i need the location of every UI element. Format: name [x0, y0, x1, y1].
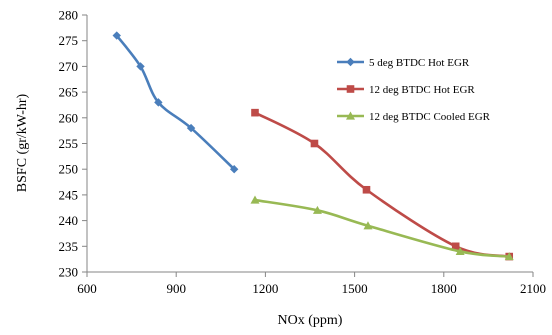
legend-label: 12 deg BTDC Hot EGR: [369, 84, 475, 96]
data-point: [310, 139, 319, 148]
y-tick-label: 255: [59, 136, 79, 151]
data-point: [251, 108, 259, 117]
legend-item: 5 deg BTDC Hot EGR: [337, 57, 470, 69]
legend-label: 5 deg BTDC Hot EGR: [369, 57, 470, 69]
data-point: [136, 62, 145, 71]
y-tick-label: 250: [59, 162, 79, 177]
legend-item: 12 deg BTDC Cooled EGR: [337, 111, 491, 123]
x-tick-label: 1800: [431, 281, 457, 296]
y-axis-ticks: 230 235 240 245 250 255 260 265 270 275 280: [59, 8, 87, 280]
y-tick-label: 280: [59, 8, 79, 23]
legend-marker: [346, 85, 355, 93]
data-point: [112, 31, 121, 40]
data-point: [363, 221, 373, 230]
y-tick-label: 230: [59, 265, 79, 280]
y-tick-label: 235: [59, 239, 79, 254]
legend-label: 12 deg BTDC Cooled EGR: [369, 111, 491, 123]
legend-marker: [346, 57, 355, 67]
y-tick-label: 270: [59, 59, 79, 74]
legend-item: 12 deg BTDC Hot EGR: [337, 84, 475, 96]
x-axis-ticks: 600 900 1200 1500 1800 2100: [77, 272, 546, 296]
series-line: [115, 34, 236, 171]
data-point: [154, 98, 163, 107]
x-tick-label: 2100: [520, 281, 546, 296]
data-point: [504, 252, 514, 261]
data-point: [362, 185, 371, 194]
series-3: [250, 195, 514, 261]
y-tick-label: 260: [59, 110, 79, 125]
x-tick-label: 1200: [252, 281, 278, 296]
data-point: [312, 205, 322, 214]
data-point: [451, 242, 460, 251]
data-point: [455, 246, 465, 256]
plot-area: 600 900 1200 1500 1800 2100 230 235 240 245 250 25…: [59, 8, 547, 297]
series-line: [253, 198, 511, 258]
series-line: [253, 111, 511, 258]
x-tick-label: 600: [77, 281, 97, 296]
y-axis-label: BSFC (gr/kW-hr): [15, 93, 30, 192]
y-tick-label: 245: [59, 187, 79, 202]
series-1: [112, 31, 239, 174]
data-point: [229, 165, 239, 174]
legend: 5 deg BTDC Hot EGR 12 deg BTDC Hot EGR 12 …: [337, 57, 491, 123]
legend-marker: [346, 111, 355, 120]
x-tick-label: 900: [166, 281, 186, 296]
series-layer: [112, 31, 514, 261]
data-point: [186, 123, 196, 133]
x-axis-label: NOx (ppm): [278, 313, 343, 328]
series-2: [251, 108, 514, 261]
y-tick-label: 265: [59, 85, 79, 100]
y-tick-label: 240: [59, 213, 79, 228]
x-tick-label: 1500: [342, 281, 368, 296]
data-point: [250, 195, 260, 204]
y-tick-label: 275: [59, 33, 79, 48]
